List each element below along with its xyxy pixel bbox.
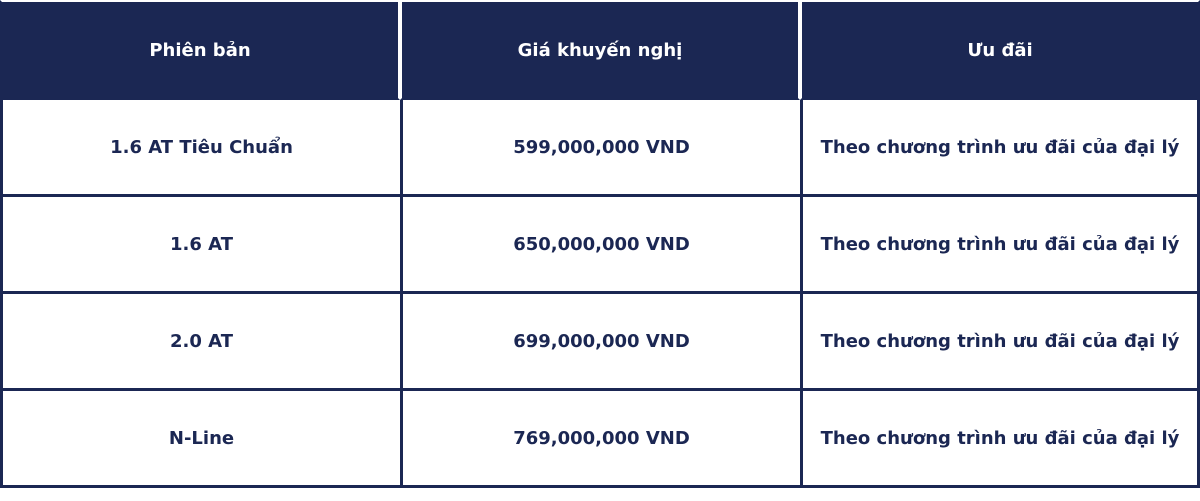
header-row: Phiên bản Giá khuyến nghị Ưu đãi [0, 0, 1200, 100]
version-cell: 2.0 AT [0, 294, 400, 391]
offer-cell: Theo chương trình ưu đãi của đại lý [800, 391, 1200, 488]
version-cell: 1.6 AT Tiêu Chuẩn [0, 100, 400, 197]
version-cell: N-Line [0, 391, 400, 488]
price-cell: 699,000,000 VND [400, 294, 800, 391]
table-row: 1.6 AT 650,000,000 VND Theo chương trình… [0, 197, 1200, 294]
offer-cell: Theo chương trình ưu đãi của đại lý [800, 197, 1200, 294]
table-row: N-Line 769,000,000 VND Theo chương trình… [0, 391, 1200, 488]
offer-cell: Theo chương trình ưu đãi của đại lý [800, 100, 1200, 197]
offer-cell: Theo chương trình ưu đãi của đại lý [800, 294, 1200, 391]
header-version: Phiên bản [0, 0, 400, 100]
header-price: Giá khuyến nghị [400, 0, 800, 100]
price-table: Phiên bản Giá khuyến nghị Ưu đãi 1.6 AT … [0, 0, 1200, 488]
price-cell: 599,000,000 VND [400, 100, 800, 197]
price-cell: 650,000,000 VND [400, 197, 800, 294]
price-cell: 769,000,000 VND [400, 391, 800, 488]
version-cell: 1.6 AT [0, 197, 400, 294]
header-offer: Ưu đãi [800, 0, 1200, 100]
table-row: 1.6 AT Tiêu Chuẩn 599,000,000 VND Theo c… [0, 100, 1200, 197]
table-row: 2.0 AT 699,000,000 VND Theo chương trình… [0, 294, 1200, 391]
